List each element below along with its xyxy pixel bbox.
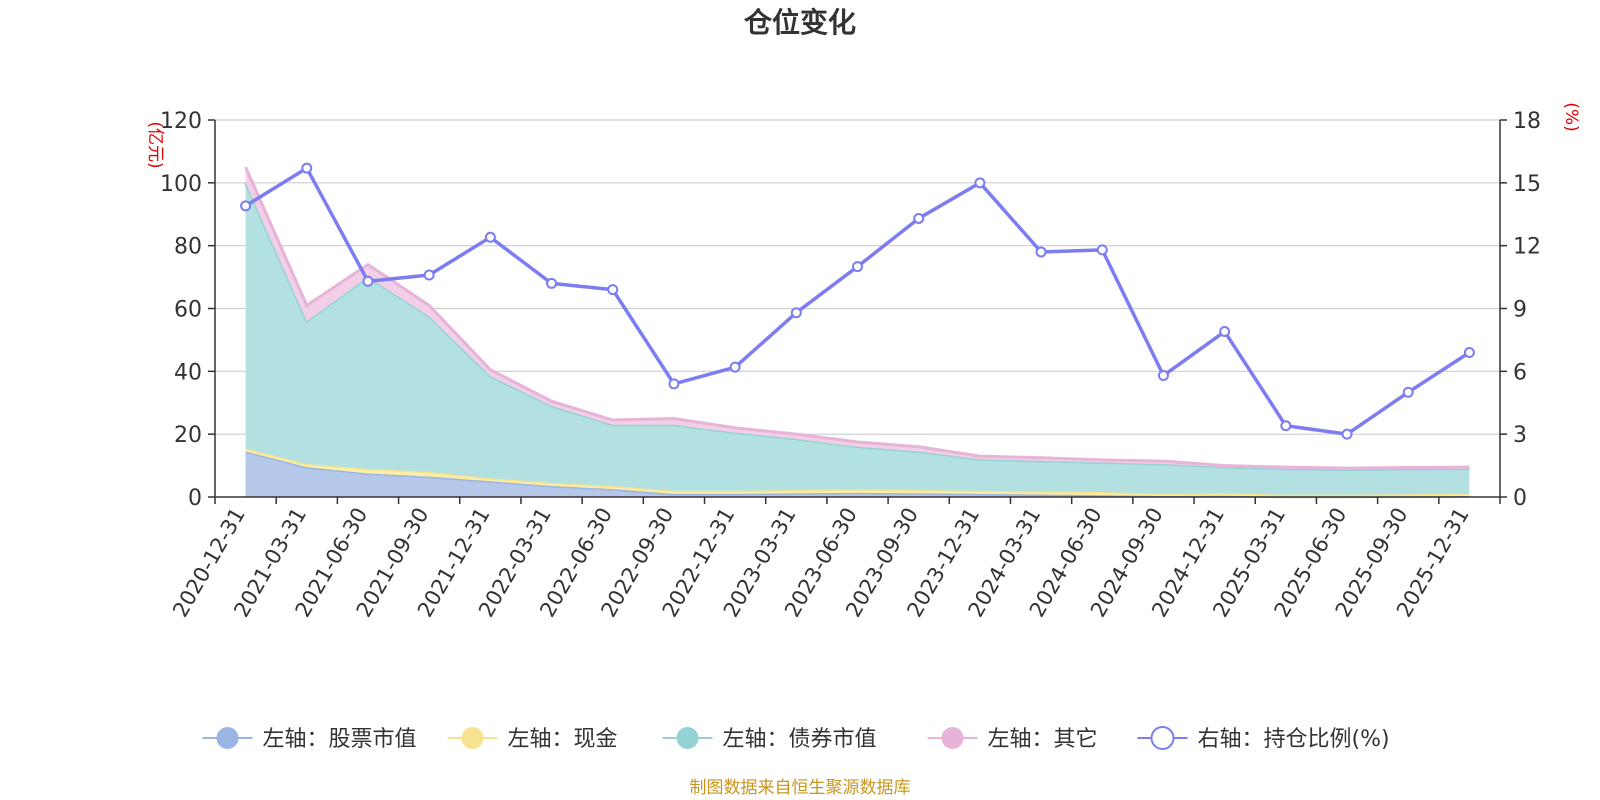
right-axis-unit: (%) — [1561, 102, 1581, 131]
right-tick-label: 6 — [1513, 360, 1527, 385]
ratio-point — [1157, 370, 1169, 382]
chart-title: 仓位变化 — [744, 6, 856, 39]
ratio-point — [974, 177, 986, 189]
ratio-point — [1341, 428, 1353, 440]
ratio-point — [546, 277, 558, 289]
ratio-point — [607, 284, 619, 296]
legend-item-2[interactable]: 左轴：债券市值 — [662, 727, 877, 752]
legend-marker — [1150, 726, 1175, 750]
legend-item-4[interactable]: 右轴：持仓比例(%) — [1137, 726, 1390, 752]
right-tick-label: 12 — [1513, 235, 1541, 260]
ratio-point — [301, 162, 313, 174]
legend-label: 右轴：持仓比例(%) — [1198, 727, 1390, 752]
ratio-point — [1280, 420, 1292, 432]
right-tick-label: 15 — [1513, 172, 1541, 197]
stacked-areas — [244, 166, 1470, 499]
ratio-point — [484, 231, 496, 243]
legend-label: 左轴：债券市值 — [723, 727, 877, 752]
ratio-series — [240, 162, 1475, 440]
legend-label: 左轴：现金 — [508, 727, 618, 752]
legend: 左轴：股票市值 左轴：现金 左轴：债券市值 左轴：其它 右轴：持仓比例(%) — [202, 726, 1390, 752]
legend-marker — [216, 727, 239, 749]
ratio-point — [729, 361, 741, 373]
area-series-line-1 — [245, 446, 1470, 497]
left-axis-unit: (亿元) — [145, 121, 165, 168]
left-tick-label: 60 — [174, 298, 202, 323]
left-tick-label: 0 — [188, 486, 202, 511]
right-tick-label: 3 — [1513, 423, 1527, 448]
ratio-point — [852, 261, 863, 273]
area-series-0 — [245, 451, 1470, 497]
area-series-line-3 — [244, 166, 1470, 470]
left-tick-label: 40 — [174, 360, 202, 385]
legend-item-3[interactable]: 左轴：其它 — [927, 727, 1098, 752]
ratio-point — [362, 275, 374, 287]
grid-lines — [215, 119, 1500, 435]
area-series-2 — [245, 182, 1470, 495]
ratio-point — [668, 378, 680, 390]
right-tick-label: 0 — [1513, 486, 1527, 511]
legend-item-1[interactable]: 左轴：现金 — [447, 727, 618, 752]
ratio-point — [790, 307, 802, 319]
ratio-point — [913, 212, 925, 224]
area-series-1 — [245, 448, 1470, 497]
left-tick-label: 100 — [160, 172, 202, 197]
right-tick-label: 18 — [1513, 109, 1541, 134]
ratio-point — [1096, 244, 1108, 256]
left-tick-label: 80 — [174, 235, 202, 260]
legend-marker — [941, 727, 964, 749]
ratio-point — [1219, 326, 1231, 338]
footer-source: 制图数据来自恒生聚源数据库 — [690, 778, 911, 798]
legend-marker — [676, 727, 699, 749]
ratio-point — [1402, 386, 1414, 398]
ratio-point — [240, 200, 252, 212]
left-tick-label: 120 — [160, 109, 202, 134]
ratio-point — [1035, 246, 1047, 258]
ratio-point — [423, 269, 435, 281]
left-tick-label: 20 — [174, 423, 202, 448]
legend-marker — [461, 727, 484, 749]
ratio-point — [1463, 346, 1475, 358]
legend-label: 左轴：其它 — [988, 727, 1098, 752]
legend-label: 左轴：股票市值 — [263, 727, 417, 752]
right-tick-label: 9 — [1513, 298, 1527, 323]
legend-item-0[interactable]: 左轴：股票市值 — [202, 727, 417, 752]
